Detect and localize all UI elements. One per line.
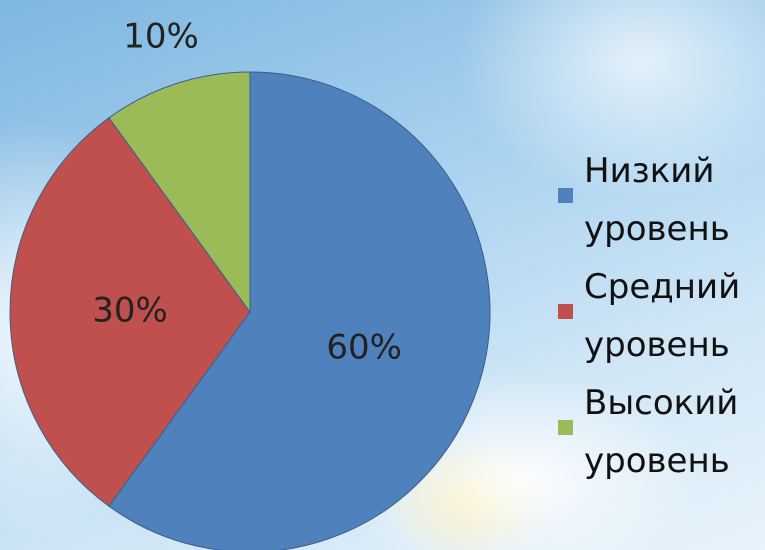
- legend-label: Средний уровень: [584, 267, 740, 365]
- legend: Низкий уровень Средний уровень Высокий уро…: [556, 142, 761, 490]
- data-label: 10%: [123, 17, 199, 57]
- legend-swatch: [558, 188, 573, 203]
- legend-swatch: [558, 420, 573, 435]
- legend-swatch: [558, 304, 573, 319]
- data-label: 60%: [326, 328, 402, 368]
- chart: 60% 30% 10% Низкий уровень Средний уровень В…: [0, 0, 765, 550]
- legend-item: Низкий уровень: [556, 142, 761, 258]
- legend-item: Высокий уровень: [556, 374, 761, 490]
- legend-label: Высокий уровень: [584, 383, 738, 481]
- legend-label: Низкий уровень: [584, 151, 730, 249]
- data-label: 30%: [92, 291, 168, 331]
- legend-item: Средний уровень: [556, 258, 761, 374]
